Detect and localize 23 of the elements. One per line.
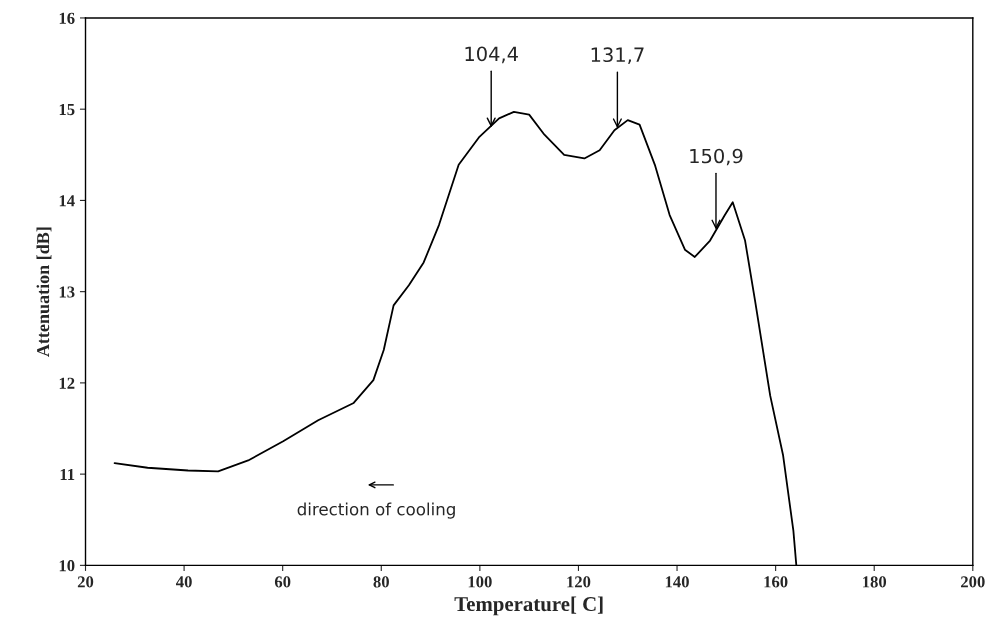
x-tick-label: 60 (274, 576, 291, 588)
annotation: direction of cooling (297, 502, 455, 519)
x-axis-title: Temperature[ C] (454, 596, 603, 616)
y-tick-label: 15 (59, 103, 75, 116)
x-tick-label: 20 (77, 576, 94, 588)
y-tick-label: 11 (60, 468, 75, 480)
y-tick-label: 16 (59, 12, 75, 24)
x-tick-label: 200 (961, 576, 985, 588)
annotation: 104,4 (465, 46, 518, 64)
x-tick-label: 40 (175, 576, 192, 588)
y-axis-title: Attenuation [dB] (36, 227, 52, 357)
y-tick-label: 14 (59, 195, 75, 207)
annotation: 150,9 (690, 148, 743, 166)
annotation: 131,7 (591, 47, 644, 65)
x-tick-label: 140 (665, 576, 689, 588)
y-tick-label: 12 (59, 377, 75, 389)
x-tick-label: 120 (567, 576, 591, 588)
y-tick-label: 13 (59, 286, 75, 298)
x-tick-label: 80 (373, 576, 389, 588)
y-tick-label: 10 (59, 560, 75, 572)
x-tick-label: 180 (863, 576, 887, 588)
x-tick-label: 160 (764, 576, 788, 588)
x-tick-label: 100 (468, 576, 492, 588)
